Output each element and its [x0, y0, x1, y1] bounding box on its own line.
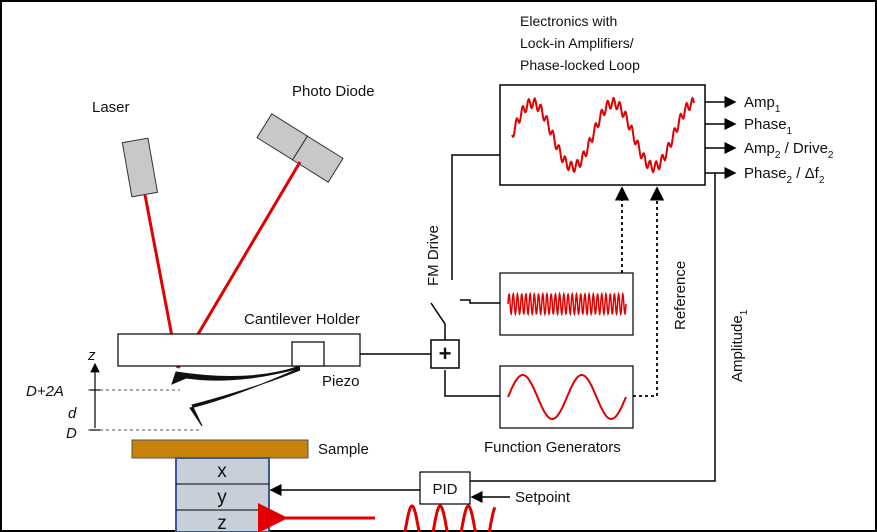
cantilever-holder-label: Cantilever Holder [244, 311, 360, 328]
setpoint-label: Setpoint [515, 489, 571, 506]
reference-dotted-line [633, 186, 665, 397]
title-line-1: Electronics with [520, 13, 617, 29]
scanner-block [175, 457, 270, 532]
reference-to-junction-line [444, 370, 500, 397]
d-big-label: D [66, 425, 77, 442]
pid-label: PID [432, 481, 457, 498]
fm-switch [430, 302, 446, 340]
electronics-signal-wave [511, 96, 695, 174]
summing-plus: + [439, 341, 452, 366]
amplitude-feedback-line [470, 173, 716, 482]
photo-diode-device [256, 113, 344, 183]
pid-box [419, 471, 471, 505]
electronics-box [499, 84, 706, 186]
reference-label: Reference [672, 261, 689, 330]
piezo-block [291, 341, 325, 367]
title-line-2: Lock-in Amplifiers/ [520, 35, 634, 51]
d2a-label: D+2A [26, 383, 64, 400]
reference-generator-wave [507, 374, 627, 420]
piezo-label: Piezo [322, 373, 360, 390]
sample [131, 439, 309, 459]
output-label-4: Phase2 / Δf2 [744, 165, 825, 186]
fm-drive-line [451, 154, 500, 280]
output-label-2: Phase1 [744, 116, 793, 137]
photo-diode-label: Photo Diode [292, 83, 375, 100]
sample-label: Sample [318, 441, 369, 458]
function-generators-label: Function Generators [484, 439, 621, 456]
scanner-axis-y: y [217, 487, 227, 508]
d-small-label: d [68, 405, 77, 422]
z-axis-label: z [87, 347, 96, 364]
amplitude-label: Amplitude1 [729, 309, 750, 382]
laser-label: Laser [92, 99, 130, 116]
laser-device [121, 137, 159, 198]
output-label-3: Amp2 / Drive2 [744, 140, 834, 161]
cantilever-lower [189, 367, 301, 427]
scanner-axis-z: z [217, 513, 227, 532]
title-line-3: Phase-locked Loop [520, 57, 640, 73]
fm-drive-label: FM Drive [425, 225, 442, 286]
fm-generator-wave [507, 291, 627, 317]
cantilever-upper [171, 365, 301, 385]
output-label-1: Amp1 [744, 94, 781, 115]
scanner-axis-x: x [217, 461, 227, 482]
z-drive-wave [403, 504, 497, 532]
fm-switch-contact [460, 299, 500, 304]
